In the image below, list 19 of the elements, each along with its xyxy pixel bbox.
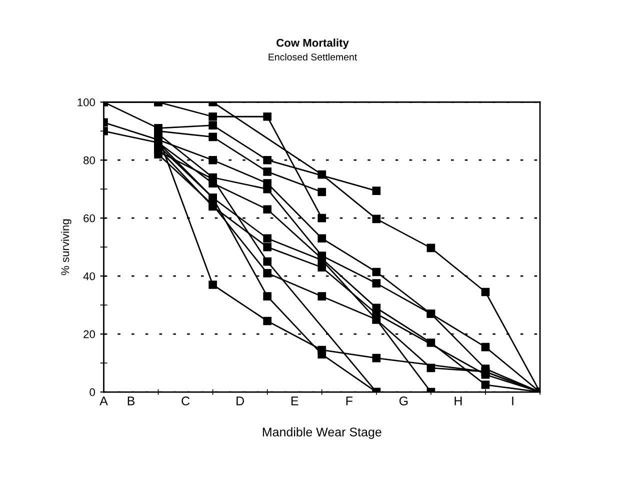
x-axis-title: Mandible Wear Stage xyxy=(262,427,382,439)
chart-subtitle: Enclosed Settlement xyxy=(268,53,358,60)
y-tick-label: 80 xyxy=(84,156,95,164)
x-tick-label: C xyxy=(182,396,190,406)
x-tick-label: A xyxy=(100,396,108,406)
x-tick-label: E xyxy=(291,396,298,406)
x-tick-label: H xyxy=(454,396,462,406)
x-tick-label: I xyxy=(512,396,514,406)
x-tick-label: G xyxy=(399,396,408,406)
y-tick-label: 100 xyxy=(78,98,95,106)
y-tick-label: 60 xyxy=(84,214,95,222)
y-axis-title: % surviving xyxy=(60,219,72,276)
y-tick-label: 40 xyxy=(83,272,95,280)
chart-title: Cow Mortality xyxy=(276,38,349,49)
x-tick-label: F xyxy=(346,396,352,406)
y-tick-label: 20 xyxy=(84,330,95,338)
y-tick-label: 0 xyxy=(90,388,95,396)
x-tick-label: B xyxy=(128,396,135,406)
x-tick-label: D xyxy=(236,396,244,406)
